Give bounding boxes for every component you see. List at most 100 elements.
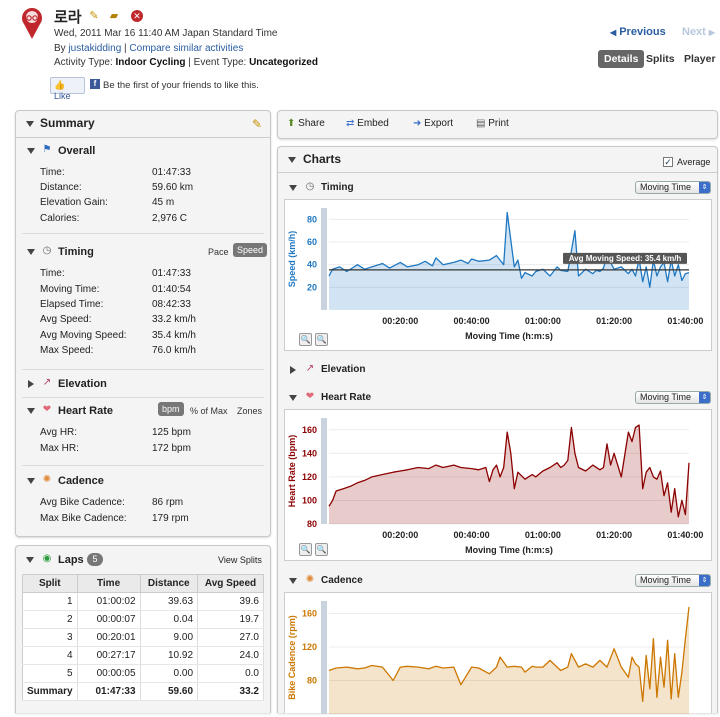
timing-chart-collapse-toggle[interactable]	[289, 185, 297, 191]
heart-rate-chart-title: Heart Rate	[321, 392, 372, 403]
laps-icon: ◉	[42, 553, 52, 564]
elevation-chart-icon: ↗	[305, 363, 315, 374]
activity-title: 로라	[54, 9, 82, 26]
pace-toggle[interactable]: Pace	[208, 247, 229, 257]
facebook-icon: f	[90, 79, 100, 89]
y-axis-bar	[321, 208, 327, 310]
table-row[interactable]: 3 00:20:01 9.00 27.0	[22, 628, 264, 647]
table-row[interactable]: 5 00:00:05 0.00 0.0	[22, 664, 264, 683]
max-hr-label: Max HR:	[40, 443, 79, 454]
elevation-chart-expand-toggle[interactable]	[290, 366, 296, 374]
elapsed-time-label: Elapsed Time:	[40, 299, 104, 310]
bpm-toggle[interactable]: bpm	[158, 402, 184, 416]
delete-icon[interactable]: ✕	[131, 10, 143, 22]
summary-edit-icon[interactable]: ✎	[252, 117, 263, 131]
y-tick-label: 80	[307, 519, 317, 529]
view-splits-link[interactable]: View Splits	[218, 555, 262, 565]
cadence-collapse-toggle[interactable]	[27, 478, 35, 484]
y-axis-label: Speed (km/h)	[287, 231, 297, 288]
previous-link[interactable]: ◀ Previous	[610, 26, 666, 38]
cadence-chart-box: 80 120 160 Bike Cadence (rpm)	[284, 592, 712, 714]
clock-icon: ◷	[42, 245, 52, 256]
y-tick-label: 80	[307, 676, 317, 686]
export-icon: ➜	[413, 118, 422, 129]
facebook-like-button[interactable]: 👍Like	[50, 77, 85, 101]
charts-collapse-toggle[interactable]	[288, 157, 296, 163]
x-tick-label: 01:00:00	[525, 316, 561, 326]
average-label: Average	[677, 157, 711, 167]
tab-details[interactable]: Details	[598, 50, 645, 68]
x-tick-label: 01:20:00	[596, 530, 632, 540]
print-button[interactable]: ▤ Print	[476, 118, 509, 129]
speed-toggle[interactable]: Speed	[233, 243, 268, 257]
y-tick-label: 140	[302, 448, 317, 458]
avg-moving-speed-value: 35.4 km/h	[152, 330, 196, 341]
user-link[interactable]: justakidding	[68, 43, 122, 54]
laps-summary-row: Summary 01:47:33 59.60 33.2	[22, 682, 264, 701]
cadence-icon: ✺	[42, 474, 52, 485]
tab-player[interactable]: Player	[684, 53, 716, 65]
summary-collapse-toggle[interactable]	[26, 121, 34, 127]
heart-rate-chart-icon: ❤	[305, 391, 315, 402]
y-axis-label: Heart Rate (bpm)	[287, 435, 297, 508]
cadence-title: Cadence	[58, 475, 104, 487]
average-checkbox[interactable]: ✓	[663, 157, 673, 167]
embed-button[interactable]: ⇄ Embed	[346, 118, 389, 129]
zoom-out-icon[interactable]: 🔍	[299, 333, 312, 346]
zoom-in-icon[interactable]: 🔍	[315, 333, 328, 346]
x-tick-label: 00:40:00	[454, 530, 490, 540]
timing-xaxis-select[interactable]: Moving Time ⇕	[635, 181, 711, 194]
heart-rate-xaxis-select[interactable]: Moving Time ⇕	[635, 391, 711, 404]
elevation-chart-title: Elevation	[321, 364, 366, 375]
x-tick-label: 01:40:00	[667, 530, 703, 540]
y-axis-bar	[321, 418, 327, 524]
table-row[interactable]: 4 00:27:17 10.92 24.0	[22, 646, 264, 665]
share-icon: ⬆	[287, 118, 296, 129]
overall-collapse-toggle[interactable]	[27, 148, 35, 154]
timing-collapse-toggle[interactable]	[27, 249, 35, 255]
avg-cadence-value: 86 rpm	[152, 497, 184, 508]
percent-max-toggle[interactable]: % of Max	[190, 406, 228, 416]
activity-date: Wed, 2011 Mar 16 11:40 AM Japan Standard…	[54, 28, 278, 39]
y-tick-label: 40	[307, 260, 317, 270]
cadence-chart-icon: ✺	[305, 574, 315, 585]
next-label: Next	[682, 26, 706, 38]
overall-distance-label: Distance:	[40, 182, 82, 193]
x-tick-label: 00:20:00	[382, 530, 418, 540]
laps-title: Laps	[58, 554, 84, 566]
max-speed-label: Max Speed:	[40, 345, 94, 356]
series-area	[329, 606, 689, 714]
laps-collapse-toggle[interactable]	[26, 557, 34, 563]
export-button[interactable]: ➜ Export	[413, 118, 454, 129]
elevation-expand-toggle[interactable]	[28, 380, 34, 388]
timing-time-label: Time:	[40, 268, 65, 279]
avg-hr-label: Avg HR:	[40, 427, 78, 438]
overall-calories-label: Calories:	[40, 213, 80, 224]
zones-toggle[interactable]: Zones	[237, 406, 263, 416]
series-line	[328, 606, 690, 703]
compare-link[interactable]: Compare similar activities	[129, 43, 244, 54]
average-annotation-bg	[563, 252, 687, 264]
laps-col-avg-speed: Avg Speed	[197, 574, 264, 593]
table-row[interactable]: 2 00:00:07 0.04 19.7	[22, 610, 264, 629]
edit-pencil-icon[interactable]: ✎	[89, 10, 99, 22]
laps-col-split: Split	[22, 574, 78, 593]
activity-type-line: Activity Type: Indoor Cycling | Event Ty…	[54, 57, 318, 68]
by-label: By	[54, 43, 69, 54]
next-link[interactable]: Next ▶	[682, 26, 716, 38]
average-annotation: Avg Moving Speed: 35.4 km/h	[569, 254, 682, 263]
event-type-label: | Event Type:	[185, 57, 250, 68]
flag-icon: ⚑	[42, 144, 52, 155]
folder-icon[interactable]: ▰	[109, 10, 119, 22]
x-axis-label: Moving Time (h:m:s)	[465, 331, 553, 341]
tab-splits[interactable]: Splits	[646, 53, 675, 65]
table-row[interactable]: 1 01:00:02 39.63 39.6	[22, 592, 264, 611]
heart-rate-collapse-toggle[interactable]	[27, 408, 35, 414]
series-line	[328, 211, 690, 288]
cadence-xaxis-select[interactable]: Moving Time ⇕	[635, 574, 711, 587]
heart-rate-chart-collapse-toggle[interactable]	[289, 395, 297, 401]
hr-zoom-in-icon[interactable]: 🔍	[315, 543, 328, 556]
share-button[interactable]: ⬆ Share	[287, 118, 325, 129]
hr-zoom-out-icon[interactable]: 🔍	[299, 543, 312, 556]
cadence-chart-collapse-toggle[interactable]	[289, 578, 297, 584]
